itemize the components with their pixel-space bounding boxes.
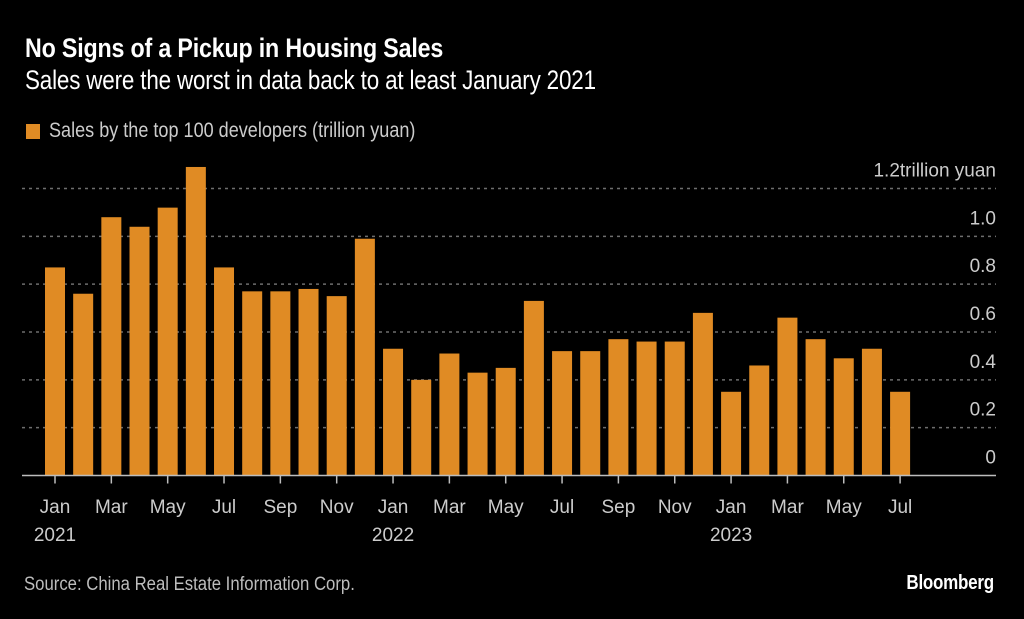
- bar-2022-03: [439, 353, 460, 476]
- bar-2023-06: [861, 348, 882, 476]
- x-axis-labels: Jan 2021 Mar May Jul Sep Nov Jan 2022 Mar May Jul Se…: [34, 497, 912, 546]
- x-tick-label: Jul: [888, 497, 912, 518]
- x-tick-year-label: 2023: [710, 525, 752, 546]
- x-tick-label: Jul: [212, 497, 236, 518]
- bar-2023-01: [721, 391, 742, 476]
- y-tick-label: 0.4: [970, 352, 997, 373]
- x-tick-label: May: [826, 497, 862, 518]
- y-tick-label: 1.2trillion yuan: [873, 161, 996, 182]
- y-tick-label: 0.6: [970, 304, 996, 325]
- bar-2022-11: [664, 341, 685, 476]
- y-tick-label: 1.0: [970, 208, 996, 229]
- x-tick-label: Jan: [716, 497, 747, 518]
- gridlines: [22, 187, 996, 429]
- x-axis: [22, 474, 996, 484]
- y-axis-labels: 0 0.2 0.4 0.6 0.8 1.0 1.2trillion yuan: [873, 161, 996, 469]
- bar-2022-08: [580, 351, 601, 476]
- bar-2021-07: [214, 267, 235, 476]
- x-tick-label: May: [488, 497, 524, 518]
- bar-2023-05: [833, 358, 854, 476]
- bar-2022-10: [636, 341, 657, 476]
- bar-2021-08: [242, 291, 263, 476]
- bar-2022-01: [383, 348, 404, 476]
- bar-2021-06: [185, 166, 206, 476]
- chart-subtitle: Sales were the worst in data back to at …: [25, 65, 596, 95]
- bar-2021-03: [101, 217, 122, 476]
- y-tick-label: 0.8: [970, 256, 996, 277]
- x-tick-label: Jan: [40, 497, 71, 518]
- bar-2023-02: [749, 365, 770, 476]
- bar-2022-07: [552, 351, 573, 476]
- bar-2022-02: [411, 379, 432, 476]
- y-tick-label: 0.2: [970, 400, 996, 421]
- bar-2023-03: [777, 317, 798, 476]
- x-tick-label: Jan: [378, 497, 409, 518]
- bar-2021-05: [157, 207, 178, 476]
- bar-2021-12: [354, 238, 375, 476]
- bar-2021-11: [326, 296, 347, 476]
- bar-2021-01: [45, 267, 65, 476]
- chart-title: No Signs of a Pickup in Housing Sales: [25, 33, 444, 63]
- legend: Sales by the top 100 developers (trillio…: [26, 119, 475, 143]
- bar-2022-09: [608, 339, 629, 476]
- x-tick-label: Jul: [550, 497, 574, 518]
- x-tick-label: May: [150, 497, 186, 518]
- x-tick-label: Mar: [433, 497, 466, 518]
- bar-2021-10: [298, 288, 319, 476]
- legend-swatch: [26, 123, 40, 139]
- bar-2022-06: [523, 300, 544, 476]
- bar-2022-05: [495, 367, 516, 476]
- x-tick-label: Sep: [601, 497, 635, 518]
- bar-2023-07: [890, 391, 911, 476]
- bloomberg-logo: Bloomberg: [906, 572, 995, 594]
- bars: [45, 166, 911, 476]
- legend-label: Sales by the top 100 developers (trillio…: [49, 119, 416, 142]
- bar-2021-09: [270, 291, 291, 476]
- bar-2021-04: [129, 226, 150, 476]
- x-tick-label: Nov: [658, 497, 692, 518]
- x-tick-year-label: 2021: [34, 525, 76, 546]
- bar-2021-02: [73, 293, 94, 476]
- bar-2023-04: [805, 339, 826, 476]
- y-tick-label: 0: [985, 448, 996, 469]
- bar-2022-12: [692, 312, 713, 476]
- x-tick-label: Sep: [263, 497, 297, 518]
- x-tick-label: Mar: [771, 497, 804, 518]
- source-note: Source: China Real Estate Information Co…: [24, 574, 355, 595]
- x-tick-label: Mar: [95, 497, 128, 518]
- x-tick-year-label: 2022: [372, 525, 414, 546]
- x-tick-label: Nov: [320, 497, 354, 518]
- bar-2022-04: [467, 372, 488, 476]
